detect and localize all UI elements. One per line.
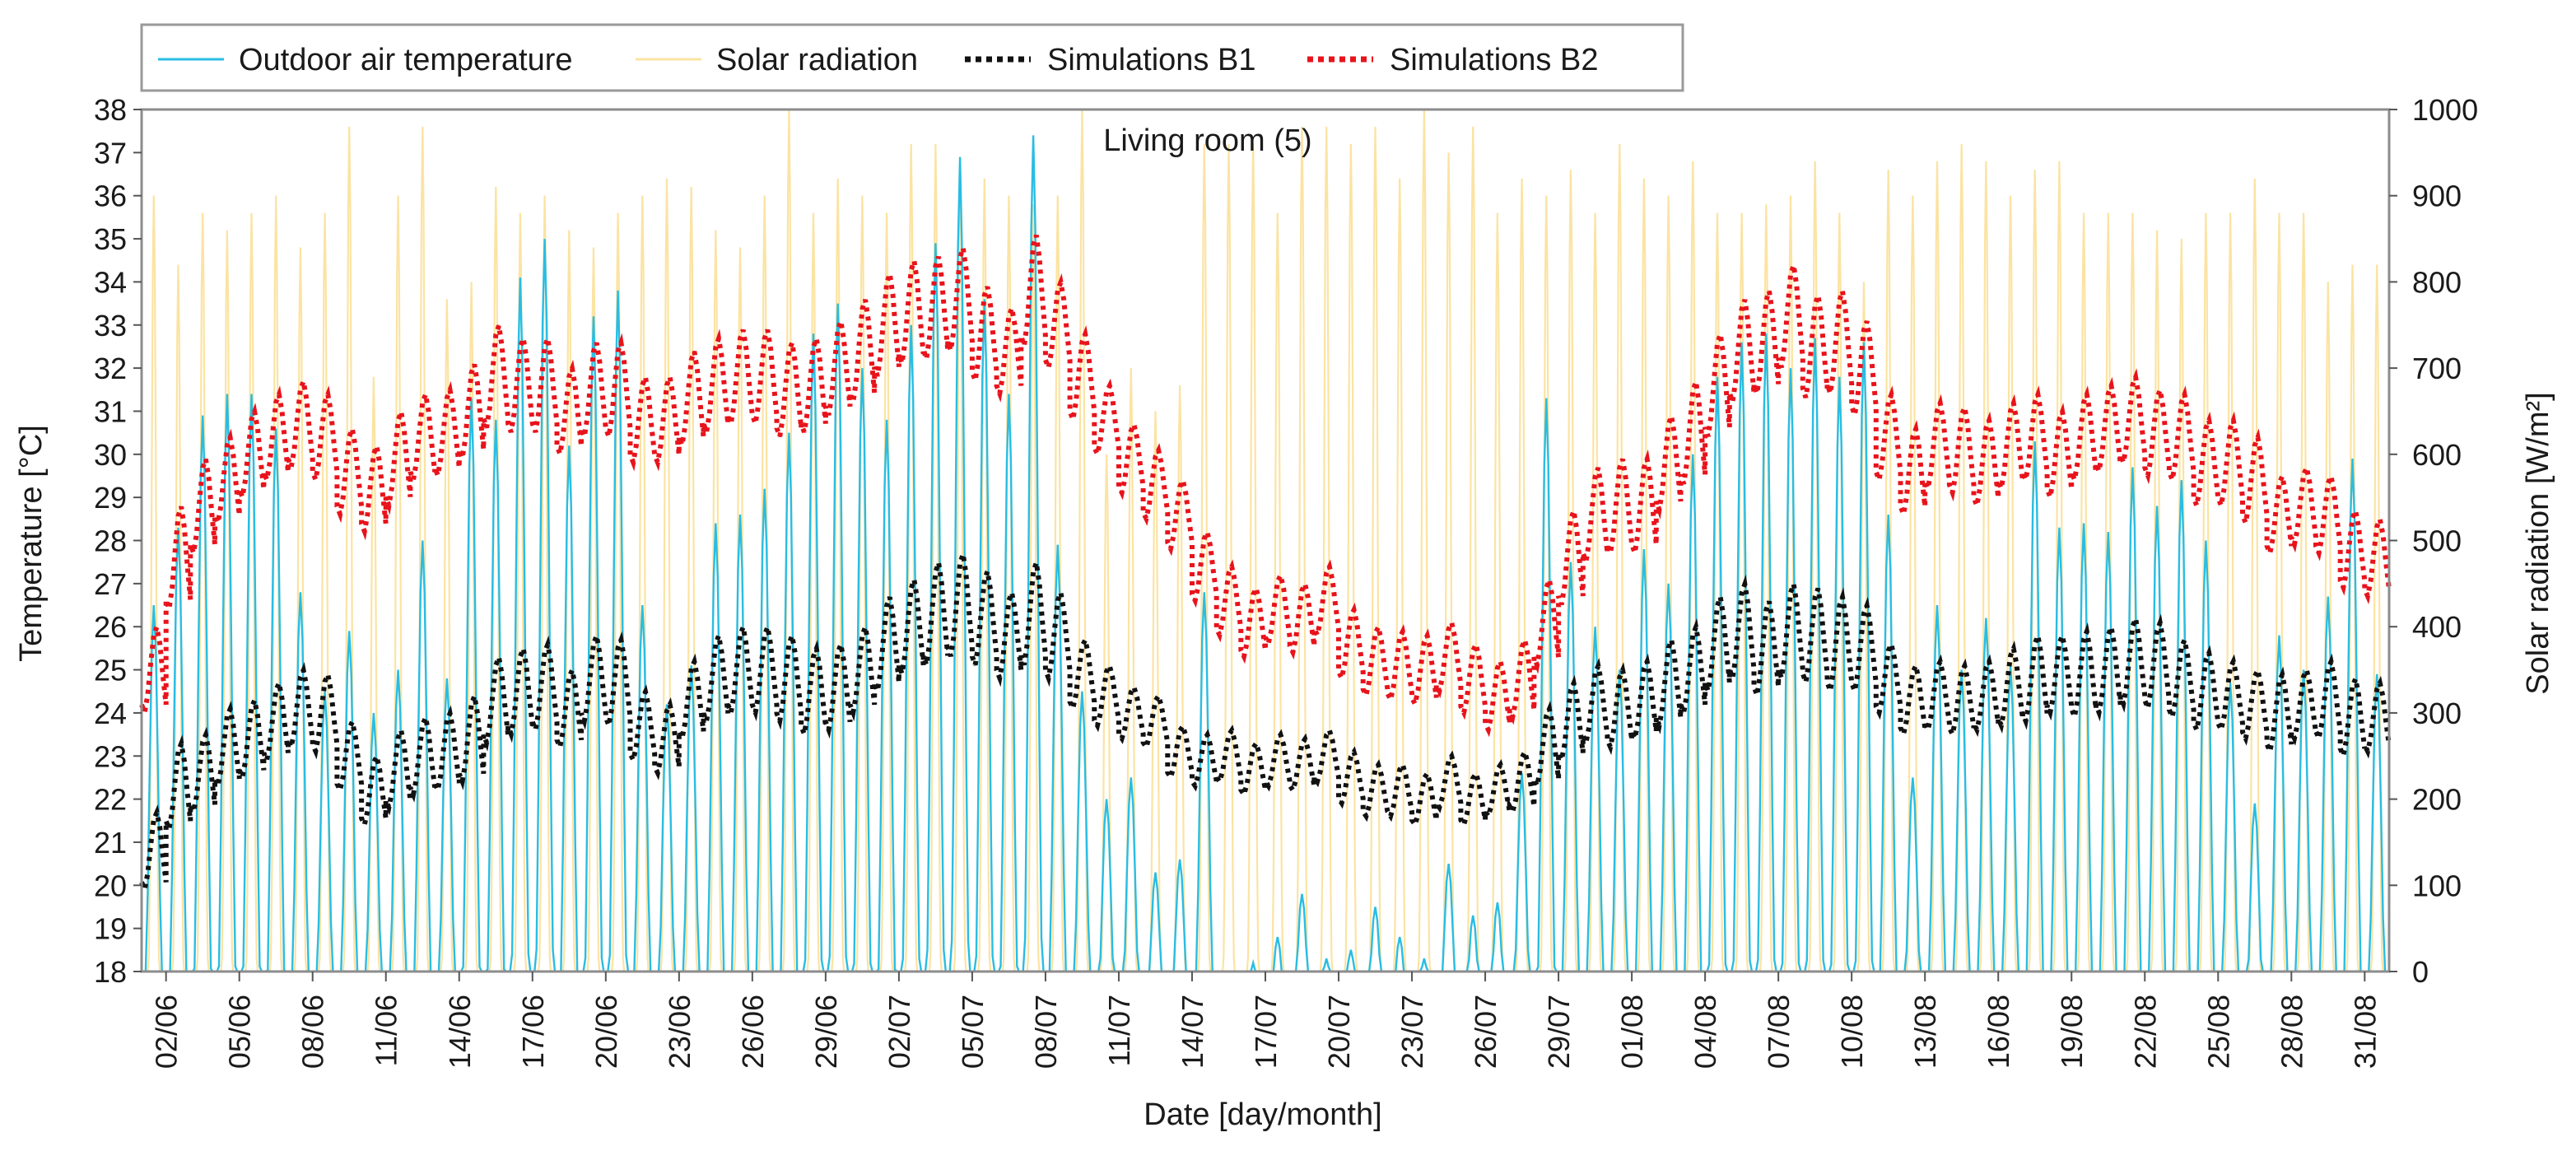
y-axis-left-title: Temperature [°C]	[14, 425, 49, 662]
y-left-tick-label: 34	[94, 265, 127, 299]
legend-box	[140, 23, 1684, 92]
x-tick-label: 17/06	[516, 995, 550, 1069]
x-tick-label: 11/06	[370, 995, 403, 1066]
y-left-tick-label: 33	[94, 309, 127, 343]
x-axis-ticks: 02/06 05/06 08/06 11/06 14/06 17/06 20/06 23/06…	[150, 972, 2382, 1069]
y-left-tick-label: 20	[94, 869, 127, 902]
x-tick-label: 23/06	[663, 995, 696, 1069]
legend-label-solar-radiation: Solar radiation	[716, 43, 918, 77]
x-tick-label: 11/07	[1102, 995, 1136, 1066]
y-left-tick-label: 37	[94, 136, 127, 170]
y-left-tick-label: 38	[94, 93, 127, 127]
y-axis-left-ticks: 18 19 20 21 22 23 24 25 26 27 28 29 30 31 32 33 34 35 36 37…	[94, 93, 142, 989]
y-axis-right-ticks: 0 100 200 300 400 500 600 700 800 900 1000	[2389, 93, 2478, 989]
y-left-tick-label: 35	[94, 222, 127, 256]
x-tick-label: 04/08	[1689, 995, 1722, 1069]
plot-frame	[140, 108, 2391, 973]
x-tick-label: 01/08	[1615, 995, 1649, 1069]
x-tick-label: 14/07	[1176, 995, 1209, 1069]
solar-radiation-line	[142, 109, 2389, 973]
y-left-tick-label: 21	[94, 826, 127, 860]
y-left-tick-label: 24	[94, 697, 127, 730]
x-tick-label: 20/06	[589, 995, 623, 1069]
y-right-tick-label: 100	[2412, 869, 2462, 902]
y-right-tick-label: 600	[2412, 438, 2462, 472]
x-tick-label: 02/06	[150, 995, 184, 1069]
x-tick-label: 23/07	[1395, 995, 1429, 1069]
x-tick-label: 05/07	[956, 995, 990, 1069]
y-left-tick-label: 30	[94, 438, 127, 472]
y-right-tick-label: 800	[2412, 265, 2462, 299]
x-tick-label: 31/08	[2348, 995, 2382, 1069]
y-axis-right-title: Solar radiation [W/m²]	[2521, 392, 2555, 694]
y-right-tick-label: 500	[2412, 524, 2462, 558]
y-right-tick-label: 1000	[2412, 93, 2478, 127]
simulations-b1-line	[139, 553, 2392, 898]
y-right-tick-label: 900	[2412, 179, 2462, 213]
y-left-tick-label: 22	[94, 783, 127, 817]
x-tick-label: 29/06	[809, 995, 843, 1069]
series-solar-radiation	[142, 109, 2389, 973]
x-tick-label: 17/07	[1249, 995, 1283, 1069]
y-left-tick-label: 18	[94, 955, 127, 989]
plot-area-border	[140, 108, 2391, 973]
x-tick-label: 07/08	[1762, 995, 1796, 1069]
series-outdoor-air-temperature	[142, 135, 2389, 973]
y-right-tick-label: 700	[2412, 352, 2462, 385]
y-left-tick-label: 23	[94, 739, 127, 773]
x-tick-label: 28/08	[2275, 995, 2308, 1069]
series-simulations-b2	[139, 234, 2392, 738]
y-left-tick-label: 26	[94, 610, 127, 644]
y-left-tick-label: 27	[94, 567, 127, 601]
x-tick-label: 22/08	[2128, 995, 2162, 1069]
x-tick-label: 13/08	[1908, 995, 1942, 1069]
y-left-tick-label: 36	[94, 179, 127, 213]
legend-label-simulations-b1: Simulations B1	[1047, 43, 1255, 77]
chart-title: Living room (5)	[1103, 123, 1311, 158]
legend-label-outdoor-air-temperature: Outdoor air temperature	[239, 43, 573, 77]
x-tick-label: 02/07	[883, 995, 916, 1069]
simulations-b2-line	[139, 234, 2392, 738]
y-left-tick-label: 25	[94, 654, 127, 687]
x-axis-title: Date [day/month]	[1144, 1097, 1381, 1132]
y-left-tick-label: 29	[94, 481, 127, 515]
y-left-tick-label: 19	[94, 912, 127, 946]
x-tick-label: 08/06	[296, 995, 330, 1069]
x-tick-label: 05/06	[223, 995, 257, 1069]
legend: Outdoor air temperature Solar radiation …	[140, 23, 1684, 92]
series-simulations-b1	[139, 553, 2392, 898]
x-tick-label: 20/07	[1322, 995, 1356, 1069]
y-left-tick-label: 32	[94, 352, 127, 385]
x-tick-label: 19/08	[2055, 995, 2089, 1069]
y-right-tick-label: 0	[2412, 955, 2429, 989]
x-tick-label: 14/06	[443, 995, 477, 1069]
y-left-tick-label: 28	[94, 524, 127, 558]
x-tick-label: 08/07	[1029, 995, 1063, 1069]
x-tick-label: 26/06	[736, 995, 770, 1069]
x-tick-label: 16/08	[1982, 995, 2015, 1069]
y-right-tick-label: 300	[2412, 697, 2462, 730]
y-right-tick-label: 400	[2412, 610, 2462, 644]
x-tick-label: 10/08	[1835, 995, 1869, 1069]
legend-label-simulations-b2: Simulations B2	[1390, 43, 1598, 77]
x-tick-label: 25/08	[2201, 995, 2235, 1069]
x-tick-label: 26/07	[1469, 995, 1502, 1069]
y-left-tick-label: 31	[94, 394, 127, 428]
outdoor-air-temperature-line	[142, 135, 2389, 973]
x-tick-label: 29/07	[1542, 995, 1576, 1069]
y-right-tick-label: 200	[2412, 783, 2462, 817]
